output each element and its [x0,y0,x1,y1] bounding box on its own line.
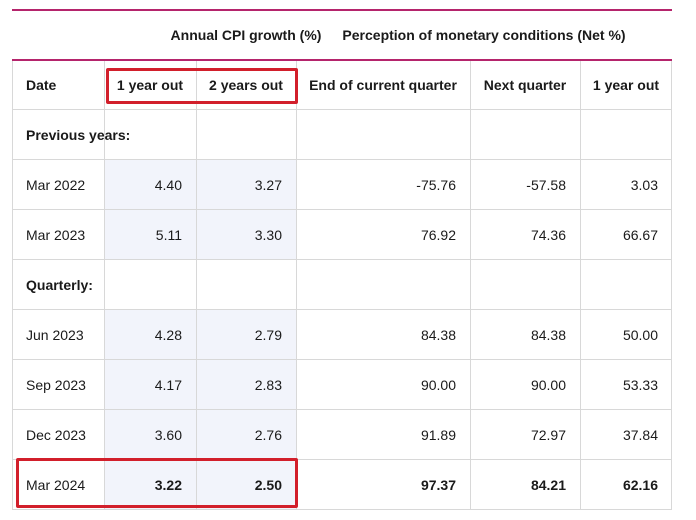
column-divider [671,61,672,509]
col-header-cpi-1yr: 1 year out [116,77,184,93]
cell-cpi-1yr: 3.22 [104,460,196,509]
column-header-row: Date 1 year out 2 years out End of curre… [12,61,672,109]
col-header-end-quarter: End of current quarter [309,77,457,93]
table-row: Mar 2024 3.22 2.50 97.37 84.21 62.16 [12,460,672,509]
cell-date: Dec 2023 [26,426,86,443]
cell-date: Mar 2022 [26,176,86,193]
section-row-previous: Previous years: [12,110,672,159]
cell-end-quarter: 84.38 [420,326,456,343]
column-divider [296,61,297,509]
column-divider [470,61,471,509]
row-divider [12,259,672,260]
table-row: Jun 2023 4.28 2.79 84.38 84.38 50.00 [12,310,672,359]
cell-cpi-2yr: 3.30 [196,210,296,259]
group-header-cpi: Annual CPI growth (%) [170,27,322,43]
table-row: Mar 2023 5.11 3.30 76.92 74.36 66.67 [12,210,672,259]
col-header-date: Date [26,77,57,93]
cell-cpi-2yr: 2.79 [196,310,296,359]
cell-perception-1yr: 66.67 [622,226,658,243]
column-divider [104,61,105,509]
row-divider [12,109,672,110]
cell-date: Jun 2023 [26,326,84,343]
cell-cpi-2yr: 3.27 [196,160,296,209]
column-divider [196,61,197,509]
cell-end-quarter: 76.92 [420,226,456,243]
cell-cpi-2yr: 2.83 [196,360,296,409]
header-rule [12,59,672,61]
cell-date: Sep 2023 [26,376,86,393]
cell-next-quarter: 72.97 [530,426,566,443]
row-divider [12,359,672,360]
cell-next-quarter: 84.21 [530,476,566,493]
cell-perception-1yr: 62.16 [622,476,658,493]
cell-perception-1yr: 3.03 [630,176,658,193]
table-row: Dec 2023 3.60 2.76 91.89 72.97 37.84 [12,410,672,459]
group-header-perception: Perception of monetary conditions (Net %… [342,27,626,43]
cell-end-quarter: -75.76 [416,176,456,193]
group-header-row: Annual CPI growth (%) Perception of mone… [12,11,672,59]
cell-next-quarter: -57.58 [526,176,566,193]
table-row: Mar 2022 4.40 3.27 -75.76 -57.58 3.03 [12,160,672,209]
row-divider [12,509,672,510]
cell-end-quarter: 91.89 [420,426,456,443]
col-header-cpi-2yr: 2 years out [209,77,283,93]
cell-next-quarter: 74.36 [530,226,566,243]
cell-cpi-1yr: 4.28 [104,310,196,359]
section-label-previous: Previous years: [26,126,131,143]
cell-date: Mar 2023 [26,226,86,243]
table-top-rule [12,9,672,11]
cell-date: Mar 2024 [26,476,86,493]
cell-cpi-1yr: 4.40 [104,160,196,209]
row-divider [12,409,672,410]
row-divider [12,209,672,210]
highlight-box-mar-2024 [16,458,298,508]
column-divider [12,61,13,509]
cell-cpi-1yr: 3.60 [104,410,196,459]
cell-cpi-2yr: 2.76 [196,410,296,459]
cell-cpi-1yr: 5.11 [104,210,196,259]
cell-cpi-1yr: 4.17 [104,360,196,409]
cell-perception-1yr: 37.84 [622,426,658,443]
row-divider [12,309,672,310]
highlight-box-cpi-header [106,68,298,104]
col-header-perception-1yr: 1 year out [592,77,660,93]
col-header-next-quarter: Next quarter [483,77,567,93]
cell-end-quarter: 97.37 [420,476,456,493]
cell-end-quarter: 90.00 [420,376,456,393]
cell-next-quarter: 84.38 [530,326,566,343]
section-row-quarterly: Quarterly: [12,260,672,309]
section-label-quarterly: Quarterly: [26,276,93,293]
row-divider [12,459,672,460]
table-row: Sep 2023 4.17 2.83 90.00 90.00 53.33 [12,360,672,409]
cell-next-quarter: 90.00 [530,376,566,393]
cell-perception-1yr: 50.00 [622,326,658,343]
cell-perception-1yr: 53.33 [622,376,658,393]
cell-cpi-2yr: 2.50 [196,460,296,509]
column-divider [580,61,581,509]
row-divider [12,159,672,160]
